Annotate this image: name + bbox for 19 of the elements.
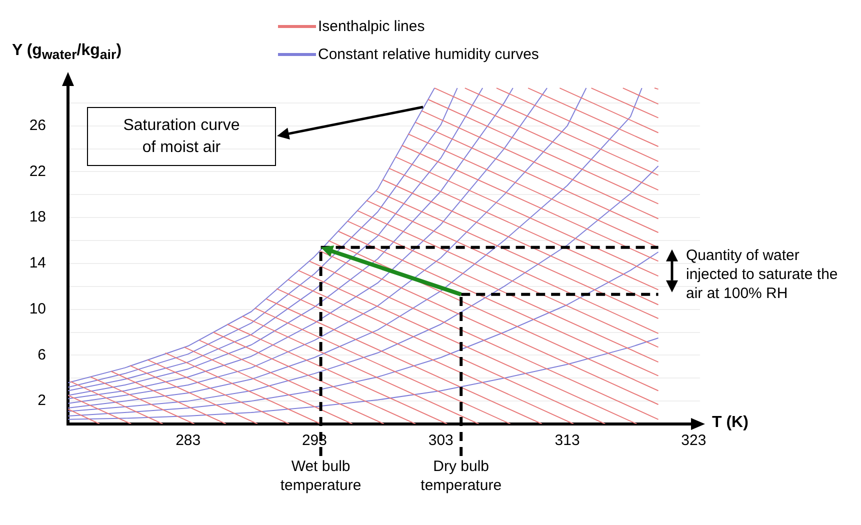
x-tick-label: 303: [428, 432, 454, 450]
x-tick-label: 313: [554, 432, 580, 450]
x-tick-label: 323: [681, 432, 706, 450]
y-tick-label: 22: [29, 162, 46, 180]
y-tick-label: 26: [29, 117, 46, 134]
y-tick-label: 6: [38, 346, 46, 364]
y-tick-label: 18: [29, 208, 46, 226]
x-tick-label: 283: [176, 432, 201, 450]
y-tick-label: 14: [29, 254, 46, 272]
legend-label: Isenthalpic lines: [318, 18, 425, 34]
ref-line-label: Wet bulb temperature: [279, 457, 362, 495]
y-tick-label: 2: [38, 392, 46, 410]
ref-line-label: Dry bulb temperature: [420, 457, 503, 495]
x-axis-title: T (K): [712, 414, 748, 432]
y-tick-label: 10: [29, 300, 46, 318]
legend-label: Constant relative humidity curves: [318, 46, 539, 62]
y-axis-title: Y (g$_{water}$/kg$_{air}$): [12, 42, 122, 64]
annotation: Quantity of water injected to saturate the air at 100% RH: [686, 246, 839, 303]
annotation: Saturation curve of moist air: [87, 107, 276, 166]
